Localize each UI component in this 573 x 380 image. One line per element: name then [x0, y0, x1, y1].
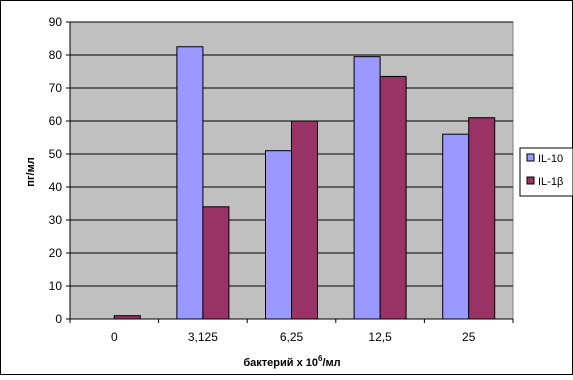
y-axis-label: пг/мл	[25, 157, 37, 186]
legend: IL-10 IL-1β	[519, 147, 573, 197]
bar-il-1--2	[291, 120, 318, 320]
y-tick-label: 60	[49, 114, 63, 128]
y-tick-label: 40	[49, 180, 63, 194]
bars	[113, 46, 496, 320]
bar-il-1--4	[468, 117, 496, 320]
x-tick-label: 6,25	[280, 330, 304, 344]
x-tick-label: 0	[111, 330, 118, 344]
x-axis-label-superscript: 6	[318, 354, 323, 363]
y-tick-label: 80	[49, 48, 63, 62]
x-axis-ticks: 0 3,125 6,25 12,5 25	[69, 319, 514, 344]
y-tick-label: 50	[49, 147, 63, 161]
x-tick-label: 25	[462, 330, 476, 344]
bar-il-1--3	[379, 75, 407, 320]
x-tick-label: 3,125	[188, 330, 218, 344]
legend-label-il-10: IL-10	[538, 153, 563, 165]
axes	[69, 22, 513, 320]
bar-il-10-1	[176, 46, 204, 320]
bar-il-1--1	[202, 206, 230, 320]
bar-il-10-3	[353, 56, 381, 320]
y-tick-label: 0	[55, 312, 62, 326]
y-tick-label: 90	[49, 15, 63, 29]
y-tick-label: 30	[49, 213, 63, 227]
legend-swatch-il-1b	[526, 176, 535, 185]
y-tick-label: 20	[49, 246, 63, 260]
x-axis-label-main: бактерий х 10	[243, 357, 318, 369]
y-tick-label: 70	[49, 81, 63, 95]
y-axis-ticks: 0 10 20 30 40 50 60 70 80 90	[49, 15, 70, 326]
x-axis-label: бактерий х 106/мл	[243, 354, 340, 369]
x-axis-label-tail: /мл	[322, 357, 340, 369]
bar-il-10-2	[265, 150, 292, 320]
y-tick-label: 10	[49, 279, 63, 293]
legend-label-il-1b: IL-1β	[538, 176, 563, 188]
x-tick-label: 12,5	[368, 330, 392, 344]
legend-swatch-il-10	[526, 153, 535, 162]
bar-il-10-4	[442, 133, 470, 320]
